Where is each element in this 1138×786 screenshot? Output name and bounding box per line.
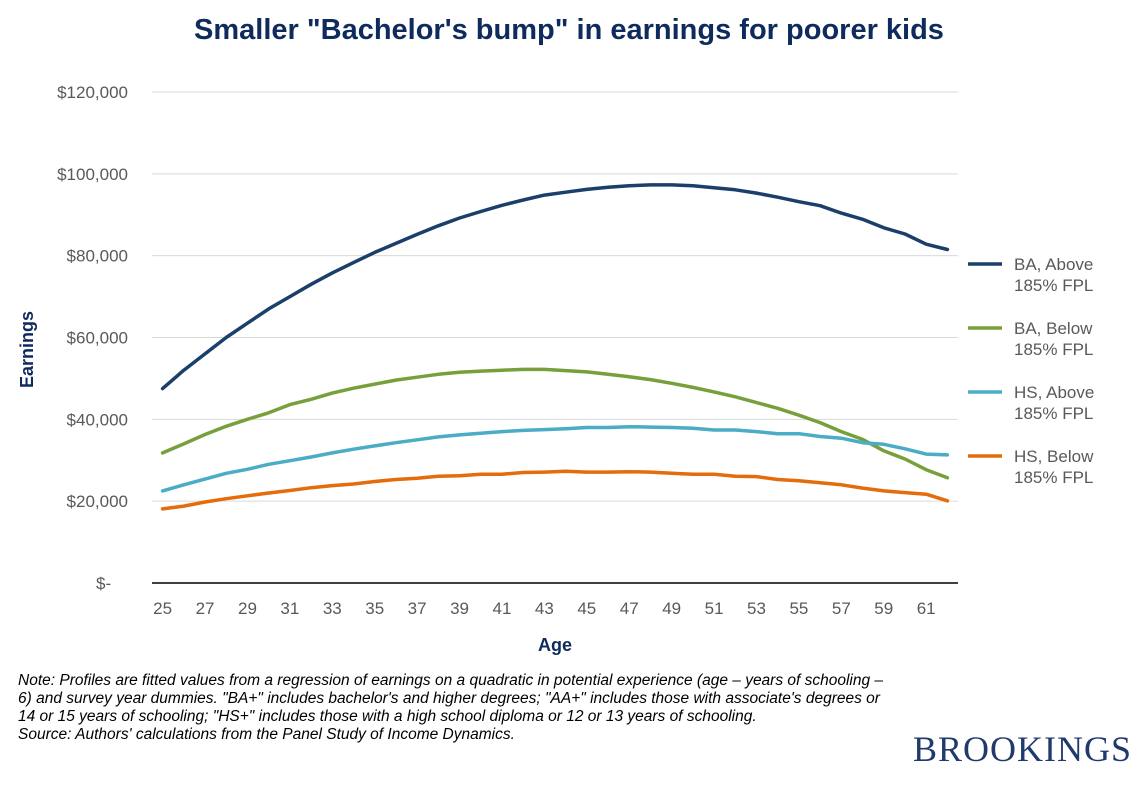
x-tick-label: 29 xyxy=(238,599,257,618)
y-tick-label: $- xyxy=(96,574,111,593)
x-tick-label: 41 xyxy=(493,599,512,618)
y-tick-label: $40,000 xyxy=(67,410,128,429)
x-tick-label: 57 xyxy=(832,599,851,618)
y-tick-label: $100,000 xyxy=(57,165,128,184)
x-tick-label: 53 xyxy=(747,599,766,618)
x-tick-label: 43 xyxy=(535,599,554,618)
y-axis-title: Earnings xyxy=(17,311,37,388)
legend-label: BA, Above xyxy=(1014,255,1093,274)
x-tick-label: 27 xyxy=(196,599,215,618)
x-tick-label: 55 xyxy=(789,599,808,618)
x-tick-label: 35 xyxy=(365,599,384,618)
series-line xyxy=(160,469,950,511)
y-tick-label: $120,000 xyxy=(57,83,128,102)
x-tick-label: 25 xyxy=(153,599,172,618)
x-tick-label: 51 xyxy=(705,599,724,618)
gridlines xyxy=(152,91,958,502)
series-line xyxy=(160,367,950,480)
axes: $- $20,000 $40,000 $60,000 $80,000 $100,000 $1… xyxy=(17,83,958,655)
x-tick-label: 47 xyxy=(620,599,639,618)
y-tick-label: $80,000 xyxy=(67,247,128,266)
legend-label: HS, Below xyxy=(1014,447,1094,466)
legend-label: 185% FPL xyxy=(1014,340,1093,359)
series-lines xyxy=(160,183,950,511)
x-tick-label: 31 xyxy=(280,599,299,618)
x-tick-label: 33 xyxy=(323,599,342,618)
legend-label: 185% FPL xyxy=(1014,276,1093,295)
x-axis-title: Age xyxy=(538,635,572,655)
series-line xyxy=(160,424,950,493)
x-tick-label: 45 xyxy=(577,599,596,618)
legend-label: HS, Above xyxy=(1014,383,1094,402)
x-tick-label: 39 xyxy=(450,599,469,618)
x-tick-label: 61 xyxy=(917,599,936,618)
chart-title: Smaller "Bachelor's bump" in earnings fo… xyxy=(194,14,944,46)
legend-label: 185% FPL xyxy=(1014,468,1093,487)
series-line xyxy=(160,183,950,391)
brookings-logo: BROOKINGS xyxy=(912,729,1132,769)
y-tick-label: $60,000 xyxy=(67,329,128,348)
x-tick-label: 59 xyxy=(874,599,893,618)
chart-note: Note: Profiles are fitted values from a … xyxy=(18,672,888,744)
y-tick-label: $20,000 xyxy=(67,492,128,511)
legend-label: BA, Below xyxy=(1014,319,1093,338)
x-tick-label: 37 xyxy=(408,599,427,618)
legend: BA, Above 185% FPL BA, Below 185% FPL HS, Ab… xyxy=(968,255,1094,487)
source-text: Source: Authors' calculations from the P… xyxy=(18,726,515,743)
legend-label: 185% FPL xyxy=(1014,404,1093,423)
note-text: Note: Profiles are fitted values from a … xyxy=(18,672,884,725)
x-tick-label: 49 xyxy=(662,599,681,618)
